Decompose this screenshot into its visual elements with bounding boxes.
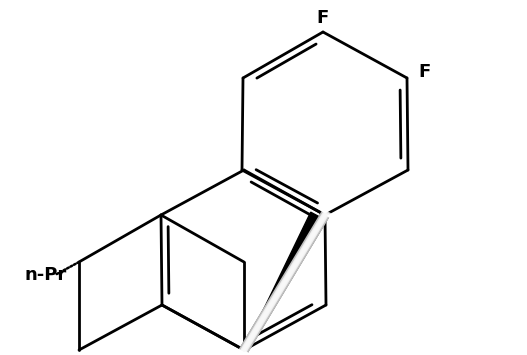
Text: n-Pr: n-Pr	[25, 266, 67, 284]
Text: F: F	[419, 63, 431, 81]
Polygon shape	[244, 212, 321, 350]
Text: F: F	[317, 9, 329, 27]
